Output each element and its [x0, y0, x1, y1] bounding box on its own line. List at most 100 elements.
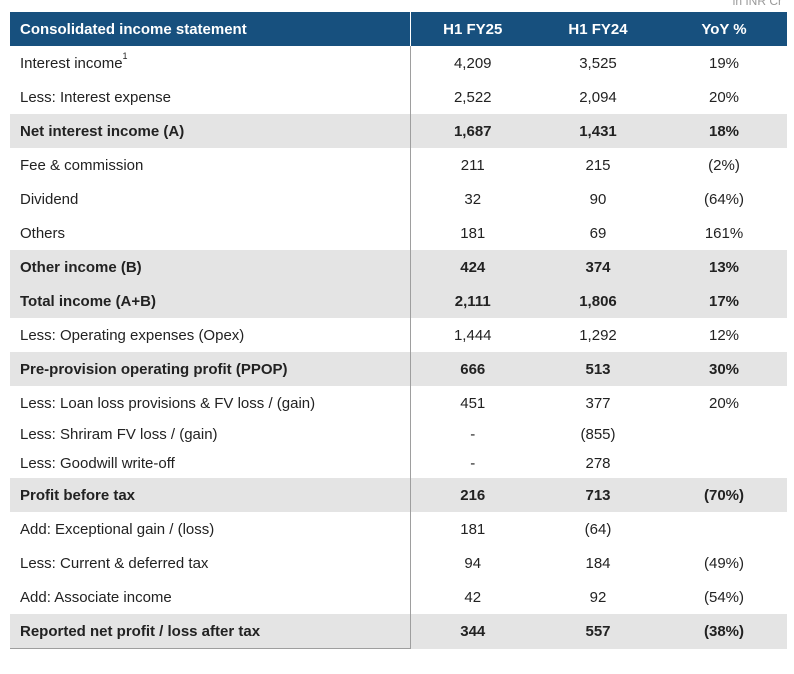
row-label-cell: Net interest income (A)	[10, 114, 411, 148]
cell-yoy: 20%	[708, 88, 740, 106]
table-row: Less: Goodwill write-off - 278	[10, 449, 787, 478]
cell-h1fy25: 666	[410, 352, 535, 386]
cell-h1fy24: 69	[589, 224, 607, 242]
unit-note: in INR Cr	[732, 0, 782, 8]
cell-yoy: 12%	[708, 326, 740, 344]
row-label-cell: Total income (A+B)	[10, 284, 411, 318]
cell-h1fy24: 1,292	[579, 326, 617, 344]
cell-yoy	[661, 512, 787, 546]
row-label-cell: Pre-provision operating profit (PPOP)	[10, 352, 411, 386]
income-statement-table: Consolidated income statement H1 FY25 H1…	[10, 12, 787, 649]
row-label-cell: Fee & commission	[10, 148, 411, 182]
table-row: Add: Exceptional gain / (loss) 181 (64)	[10, 512, 787, 546]
table-row: Less: Interest expense 2,522 2,094 20%	[10, 80, 787, 114]
row-label-cell: Add: Exceptional gain / (loss)	[10, 512, 411, 546]
cell-yoy: 13%	[661, 250, 787, 284]
cell-h1fy24: 3,525	[579, 54, 617, 72]
cell-yoy	[661, 420, 787, 449]
header-label: Consolidated income statement	[10, 12, 411, 46]
cell-yoy: (70%)	[661, 478, 787, 512]
row-label: Profit before tax	[20, 486, 136, 504]
table-row: Less: Shriram FV loss / (gain) - (855)	[10, 420, 787, 449]
row-label-cell: Add: Associate income	[10, 580, 411, 614]
row-label-cell: Reported net profit / loss after tax	[10, 614, 411, 649]
table-row: Add: Associate income 42 92 (54%)	[10, 580, 787, 614]
cell-yoy: 19%	[708, 54, 740, 72]
cell-h1fy24: 513	[535, 352, 661, 386]
cell-h1fy25: 1,687	[410, 114, 535, 148]
table-row: Interest income1 4,209 3,525 19%	[10, 46, 787, 80]
cell-h1fy24: 377	[585, 394, 611, 412]
cell-h1fy24: 184	[585, 554, 611, 572]
table-row: Profit before tax 216 713 (70%)	[10, 478, 787, 512]
cell-h1fy25: 216	[410, 478, 535, 512]
cell-h1fy24: 1,431	[535, 114, 661, 148]
cell-h1fy25: -	[470, 426, 476, 443]
row-label: Interest income	[20, 54, 123, 72]
row-label: Less: Shriram FV loss / (gain)	[20, 426, 218, 443]
cell-yoy: (54%)	[703, 588, 744, 606]
table-row: Pre-provision operating profit (PPOP) 666…	[10, 352, 787, 386]
row-label: Add: Exceptional gain / (loss)	[20, 520, 215, 538]
table-row: Less: Loan loss provisions & FV loss / (…	[10, 386, 787, 420]
row-label: Less: Loan loss provisions & FV loss / (…	[20, 394, 316, 412]
cell-h1fy24: 215	[585, 156, 611, 174]
cell-yoy: 30%	[661, 352, 787, 386]
table-row: Fee & commission 211 215 (2%)	[10, 148, 787, 182]
row-label-cell: Less: Interest expense	[10, 80, 411, 114]
cell-h1fy24: (64)	[584, 520, 612, 538]
cell-h1fy25: 32	[464, 190, 482, 208]
table-row: Other income (B) 424 374 13%	[10, 250, 787, 284]
row-label: Less: Current & deferred tax	[20, 554, 209, 572]
cell-h1fy25: 344	[410, 614, 535, 649]
row-label: Less: Operating expenses (Opex)	[20, 326, 245, 344]
cell-h1fy25: -	[470, 455, 476, 472]
row-label: Total income (A+B)	[20, 292, 156, 310]
row-label-cell: Profit before tax	[10, 478, 411, 512]
cell-h1fy25: 2,522	[453, 88, 492, 106]
row-label-cell: Less: Operating expenses (Opex)	[10, 318, 411, 352]
cell-h1fy25: 451	[460, 394, 486, 412]
row-label: Pre-provision operating profit (PPOP)	[20, 360, 288, 378]
cell-h1fy24: 2,094	[579, 88, 617, 106]
row-label: Fee & commission	[20, 156, 144, 174]
cell-h1fy25: 211	[460, 156, 485, 174]
table-header-row: Consolidated income statement H1 FY25 H1…	[10, 12, 787, 46]
row-label: Others	[20, 224, 66, 242]
cell-h1fy25: 94	[464, 554, 482, 572]
cell-h1fy24: 90	[589, 190, 607, 208]
table-row: Dividend 32 90 (64%)	[10, 182, 787, 216]
cell-h1fy25: 424	[410, 250, 535, 284]
cell-yoy: 161%	[704, 224, 744, 242]
cell-h1fy24: 1,806	[535, 284, 661, 318]
row-label-cell: Dividend	[10, 182, 411, 216]
row-label-cell: Other income (B)	[10, 250, 411, 284]
row-label-cell: Less: Shriram FV loss / (gain)	[10, 420, 411, 449]
cell-h1fy24: 374	[535, 250, 661, 284]
cell-h1fy24: 92	[589, 588, 607, 606]
cell-yoy: (64%)	[703, 190, 744, 208]
cell-yoy: 20%	[708, 394, 740, 412]
row-label-cell: Less: Loan loss provisions & FV loss / (…	[10, 386, 411, 420]
row-label: Dividend	[20, 190, 79, 208]
cell-h1fy25: 2,111	[410, 284, 535, 318]
table-row: Reported net profit / loss after tax 344 5…	[10, 614, 787, 649]
cell-h1fy25: 1,444	[453, 326, 492, 344]
row-label-cell: Others	[10, 216, 411, 250]
cell-h1fy25: 181	[460, 224, 486, 242]
row-label: Less: Interest expense	[20, 88, 171, 106]
row-label: Less: Goodwill write-off	[20, 455, 175, 472]
table-row: Total income (A+B) 2,111 1,806 17%	[10, 284, 787, 318]
table-row: Net interest income (A) 1,687 1,431 18%	[10, 114, 787, 148]
row-label: Add: Associate income	[20, 588, 172, 606]
table-row: Less: Current & deferred tax 94 184 (49%)	[10, 546, 787, 580]
cell-yoy	[661, 449, 787, 478]
header-yoy: YoY %	[661, 12, 787, 46]
table-row: Less: Operating expenses (Opex) 1,444 1,29…	[10, 318, 787, 352]
row-label-cell: Less: Current & deferred tax	[10, 546, 411, 580]
table-row: Others 181 69 161%	[10, 216, 787, 250]
row-label: Other income (B)	[20, 258, 142, 276]
cell-yoy: (49%)	[703, 554, 744, 572]
row-label-cell: Interest income1	[10, 46, 411, 80]
header-h1fy25: H1 FY25	[410, 12, 535, 46]
